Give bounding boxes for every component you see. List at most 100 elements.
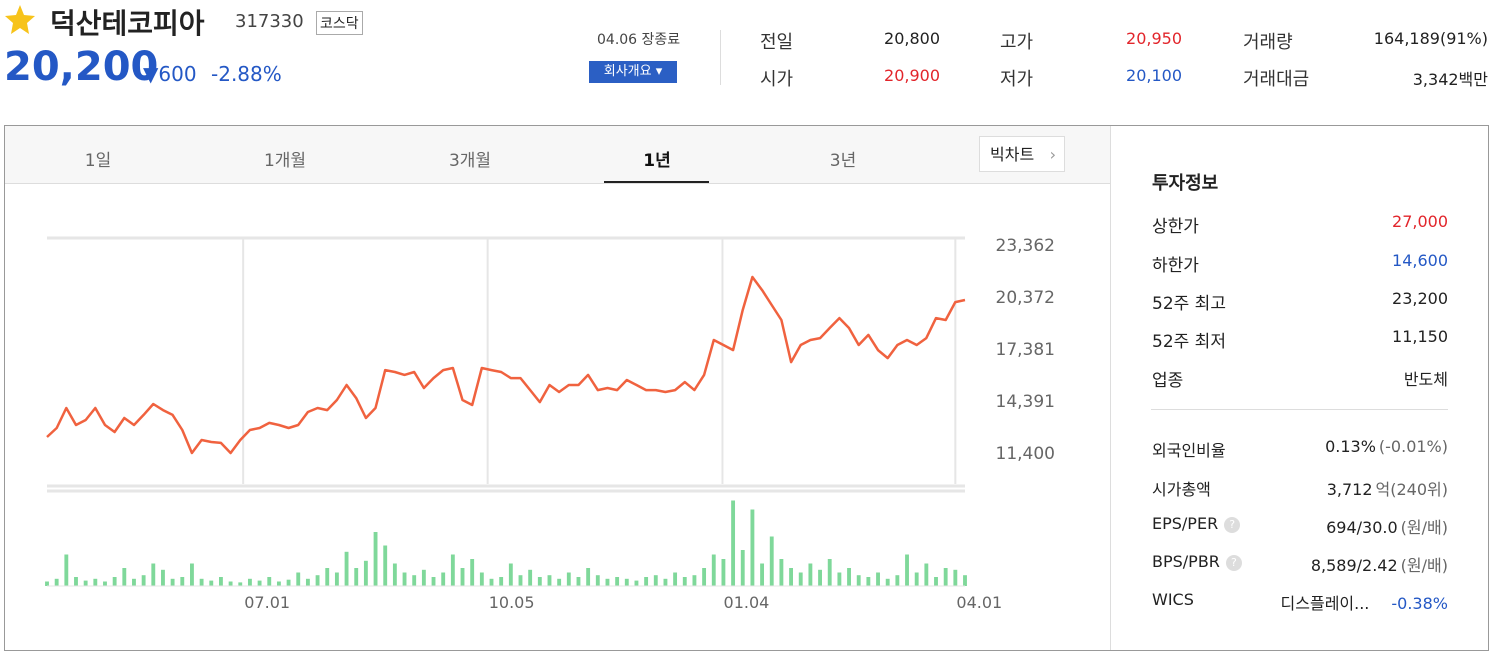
volume-bar: [789, 568, 793, 586]
volume-bar: [769, 536, 774, 586]
volume-bar: [228, 581, 233, 586]
price-line: [46, 275, 966, 455]
tab[interactable]: 1일: [84, 151, 112, 171]
volume-bar: [305, 578, 310, 586]
volume-bar: [190, 563, 194, 586]
volume-bar: [953, 569, 958, 586]
volume-bar: [528, 569, 533, 586]
volume-bar: [499, 577, 504, 586]
volume-bar: [740, 550, 745, 586]
volume-bar: [132, 578, 136, 586]
summary-label: 거래량: [1243, 32, 1293, 53]
info-value: 694/30.0 (원/배): [1326, 514, 1448, 538]
value-note: 억(240위): [1375, 480, 1448, 499]
volume-bar: [605, 578, 610, 586]
volume-bar: [963, 575, 967, 586]
volume-bar: [866, 577, 871, 586]
volume-bar: [702, 568, 707, 586]
volume-bar: [64, 554, 69, 586]
x-tick-label: 04.01: [956, 593, 1002, 612]
tab[interactable]: 3개월: [448, 151, 492, 171]
value-note: (원/배): [1400, 556, 1448, 575]
volume-bar: [363, 560, 368, 586]
volume-bar: [180, 577, 185, 586]
y-tick-label: 20,372: [996, 288, 1055, 308]
tab-selected[interactable]: 1년: [643, 151, 671, 171]
volume-bar: [837, 572, 842, 586]
volume-bar: [199, 578, 204, 586]
tab[interactable]: 1개월: [263, 151, 307, 171]
info-value: 0.13% (-0.01%): [1325, 437, 1448, 456]
info-label: 하한가: [1152, 256, 1199, 276]
info-title: 투자정보: [1152, 173, 1219, 194]
volume-bar: [711, 554, 716, 586]
chevron: ›: [1049, 145, 1056, 164]
label-text: EPS/PER: [1152, 514, 1219, 533]
volume-bar: [421, 569, 426, 586]
big-chart-button[interactable]: 빅차트 ›: [979, 136, 1065, 172]
volume-bar: [209, 580, 214, 586]
star-icon[interactable]: [4, 4, 36, 36]
volume-bar: [247, 578, 252, 586]
volume-bar: [93, 578, 98, 586]
tab-bar: [5, 126, 1110, 184]
stock-code: 317330: [235, 11, 304, 32]
volume-bar: [827, 559, 832, 586]
summary-label: 저가: [1000, 69, 1034, 90]
volume-bar: [673, 572, 678, 586]
volume-bar: [692, 575, 697, 586]
x-tick-label: 01.04: [724, 593, 770, 612]
volume-bar: [267, 577, 272, 586]
summary-value: 20,900: [884, 66, 940, 85]
y-tick-label: 17,381: [996, 340, 1055, 360]
volume-bar: [624, 578, 629, 586]
volume-bar: [663, 578, 668, 586]
company-button[interactable]: 회사개요 ▾: [589, 61, 677, 83]
volume-bar: [615, 577, 620, 586]
info-value: 14,600: [1392, 251, 1448, 270]
volume-bar: [731, 500, 736, 586]
volume-bar: [489, 578, 494, 586]
change-rate: -2.88%: [211, 62, 282, 86]
tab[interactable]: 3년: [829, 151, 857, 171]
label-text: BPS/PBR: [1152, 552, 1220, 571]
volume-bar: [885, 578, 890, 586]
volume-bar: [479, 572, 484, 586]
summary-label: 시가: [760, 69, 794, 90]
volume-bar: [161, 569, 165, 586]
volume-bar: [721, 559, 726, 586]
volume-bar: [344, 551, 349, 586]
volume-bar: [83, 580, 88, 586]
help-icon[interactable]: ?: [1225, 554, 1242, 571]
value-text: 8,589/2.42: [1310, 556, 1398, 575]
volume-bar: [431, 577, 436, 586]
volume-bar: [354, 568, 359, 586]
volume-bar: [547, 575, 552, 586]
volume-bar: [934, 577, 938, 586]
value-text: 0.13%: [1325, 437, 1376, 456]
y-tick-label: 23,362: [996, 236, 1055, 256]
info-value: 3,712 억(240위): [1327, 476, 1448, 500]
label-text: 시가총액: [1152, 480, 1211, 499]
tab-underline: [604, 181, 709, 183]
volume-bar: [470, 559, 475, 586]
current-price: 20,200: [4, 44, 159, 90]
help-icon[interactable]: ?: [1224, 516, 1241, 533]
volume-bar: [315, 575, 320, 586]
volume-bar: [576, 577, 581, 586]
info-label: 상한가: [1152, 217, 1199, 237]
volume-bar: [296, 572, 301, 586]
info-value: 11,150: [1392, 327, 1448, 346]
volume-bar: [276, 581, 281, 586]
volume-bar: [334, 572, 339, 586]
info-label: WICS: [1152, 590, 1194, 609]
volume-bar: [779, 559, 784, 586]
value-text: 694/30.0: [1326, 518, 1398, 537]
info-value: 반도체: [1403, 370, 1448, 389]
value-note: (원/배): [1400, 518, 1448, 537]
volume-bar: [566, 572, 571, 586]
volume-bar: [122, 568, 127, 586]
summary-label: 고가: [1000, 32, 1034, 53]
chart-panel: [4, 125, 1489, 651]
volume-bar: [45, 581, 49, 586]
